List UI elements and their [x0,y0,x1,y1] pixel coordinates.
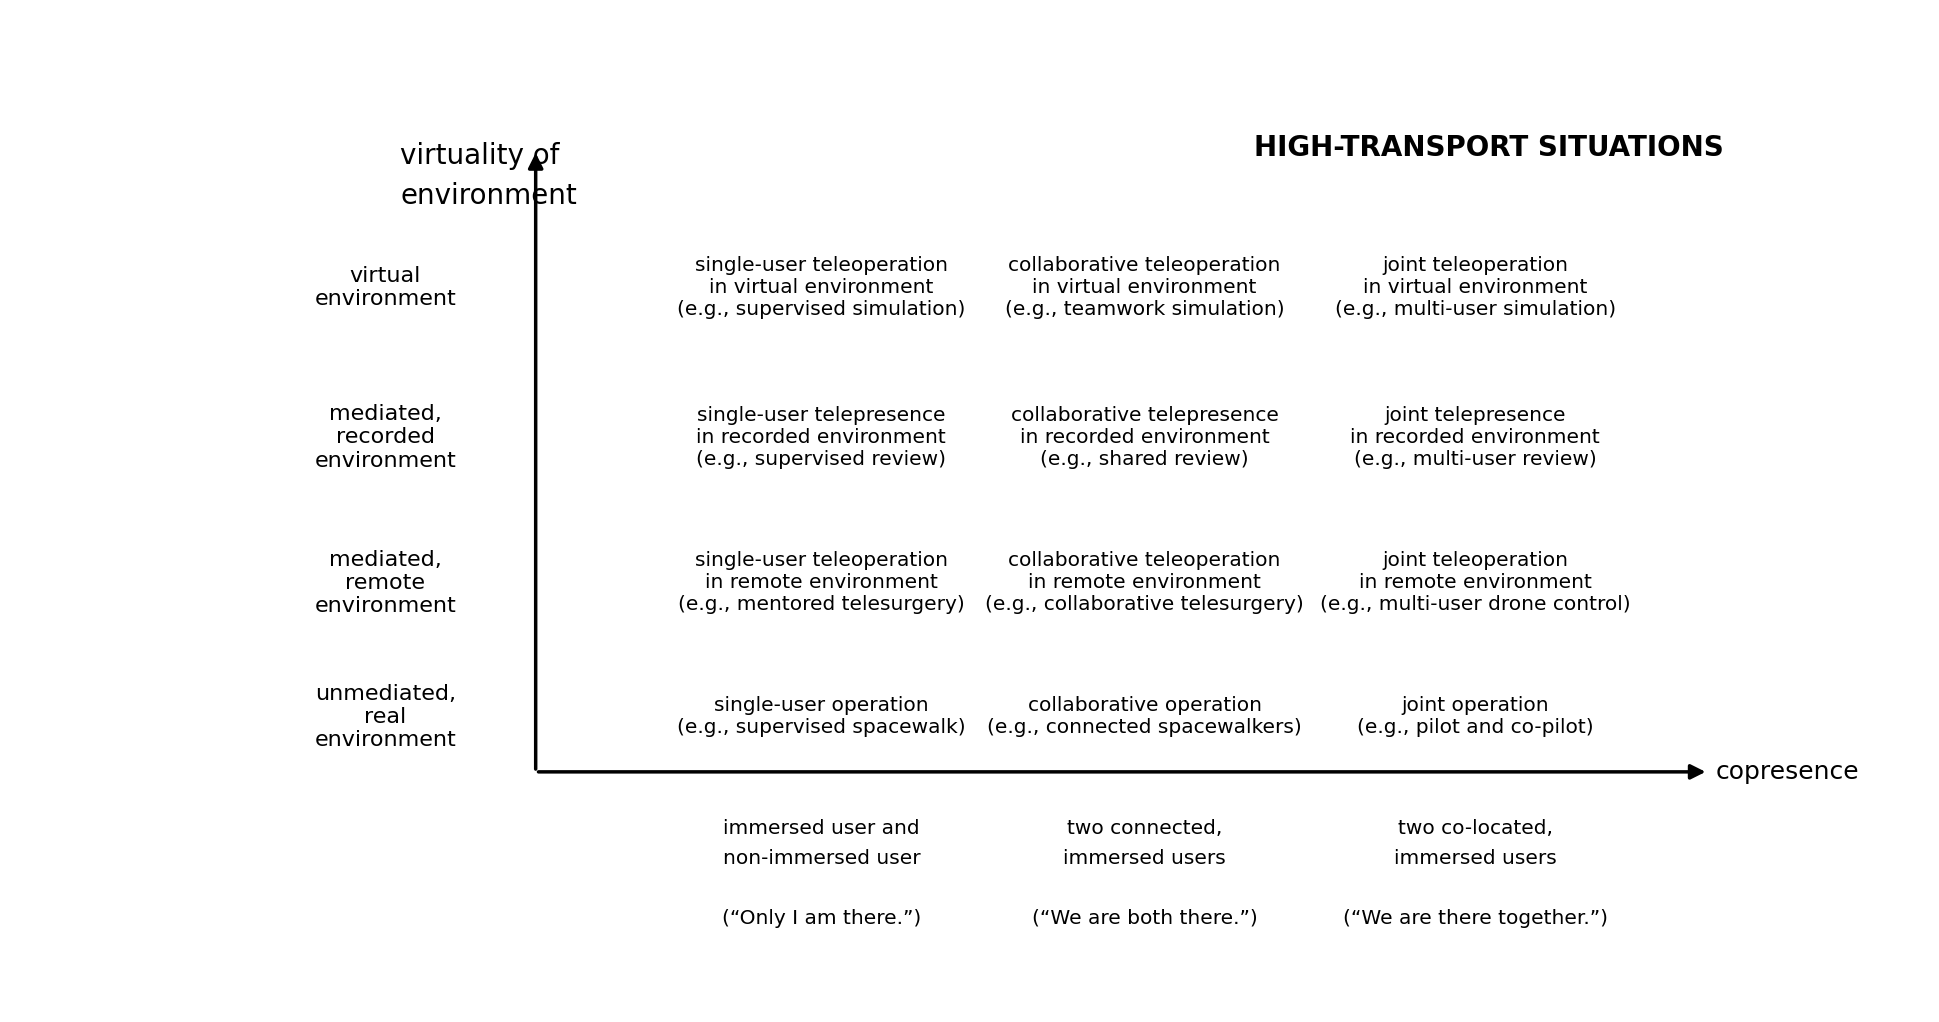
Text: virtuality of: virtuality of [399,142,560,171]
Text: (“We are there together.”): (“We are there together.”) [1342,909,1607,928]
Text: joint telepresence
in recorded environment
(e.g., multi-user review): joint telepresence in recorded environme… [1350,406,1600,469]
Text: collaborative operation
(e.g., connected spacewalkers): collaborative operation (e.g., connected… [987,696,1301,737]
Text: non-immersed user: non-immersed user [721,849,919,868]
Text: joint teleoperation
in virtual environment
(e.g., multi-user simulation): joint teleoperation in virtual environme… [1334,257,1615,320]
Text: joint operation
(e.g., pilot and co-pilot): joint operation (e.g., pilot and co-pilo… [1357,696,1592,737]
Text: mediated,
remote
environment: mediated, remote environment [314,550,456,616]
Text: copresence: copresence [1714,760,1860,784]
Text: unmediated,
real
environment: unmediated, real environment [314,684,456,750]
Text: immersed user and: immersed user and [723,819,919,838]
Text: two co-located,: two co-located, [1398,819,1551,838]
Text: (“Only I am there.”): (“Only I am there.”) [721,909,921,928]
Text: collaborative teleoperation
in remote environment
(e.g., collaborative telesurge: collaborative teleoperation in remote en… [985,552,1303,614]
Text: single-user teleoperation
in virtual environment
(e.g., supervised simulation): single-user teleoperation in virtual env… [677,257,966,320]
Text: collaborative teleoperation
in virtual environment
(e.g., teamwork simulation): collaborative teleoperation in virtual e… [1004,257,1284,320]
Text: joint teleoperation
in remote environment
(e.g., multi-user drone control): joint teleoperation in remote environmen… [1319,552,1631,614]
Text: single-user telepresence
in recorded environment
(e.g., supervised review): single-user telepresence in recorded env… [696,406,946,469]
Text: (“We are both there.”): (“We are both there.”) [1032,909,1256,928]
Text: virtual
environment: virtual environment [314,267,456,310]
Text: environment: environment [399,182,576,210]
Text: mediated,
recorded
environment: mediated, recorded environment [314,405,456,470]
Text: immersed users: immersed users [1394,849,1555,868]
Text: single-user operation
(e.g., supervised spacewalk): single-user operation (e.g., supervised … [677,696,966,737]
Text: two connected,: two connected, [1066,819,1222,838]
Text: HIGH-TRANSPORT SITUATIONS: HIGH-TRANSPORT SITUATIONS [1253,135,1722,162]
Text: immersed users: immersed users [1063,849,1225,868]
Text: single-user teleoperation
in remote environment
(e.g., mentored telesurgery): single-user teleoperation in remote envi… [677,552,964,614]
Text: collaborative telepresence
in recorded environment
(e.g., shared review): collaborative telepresence in recorded e… [1010,406,1278,469]
